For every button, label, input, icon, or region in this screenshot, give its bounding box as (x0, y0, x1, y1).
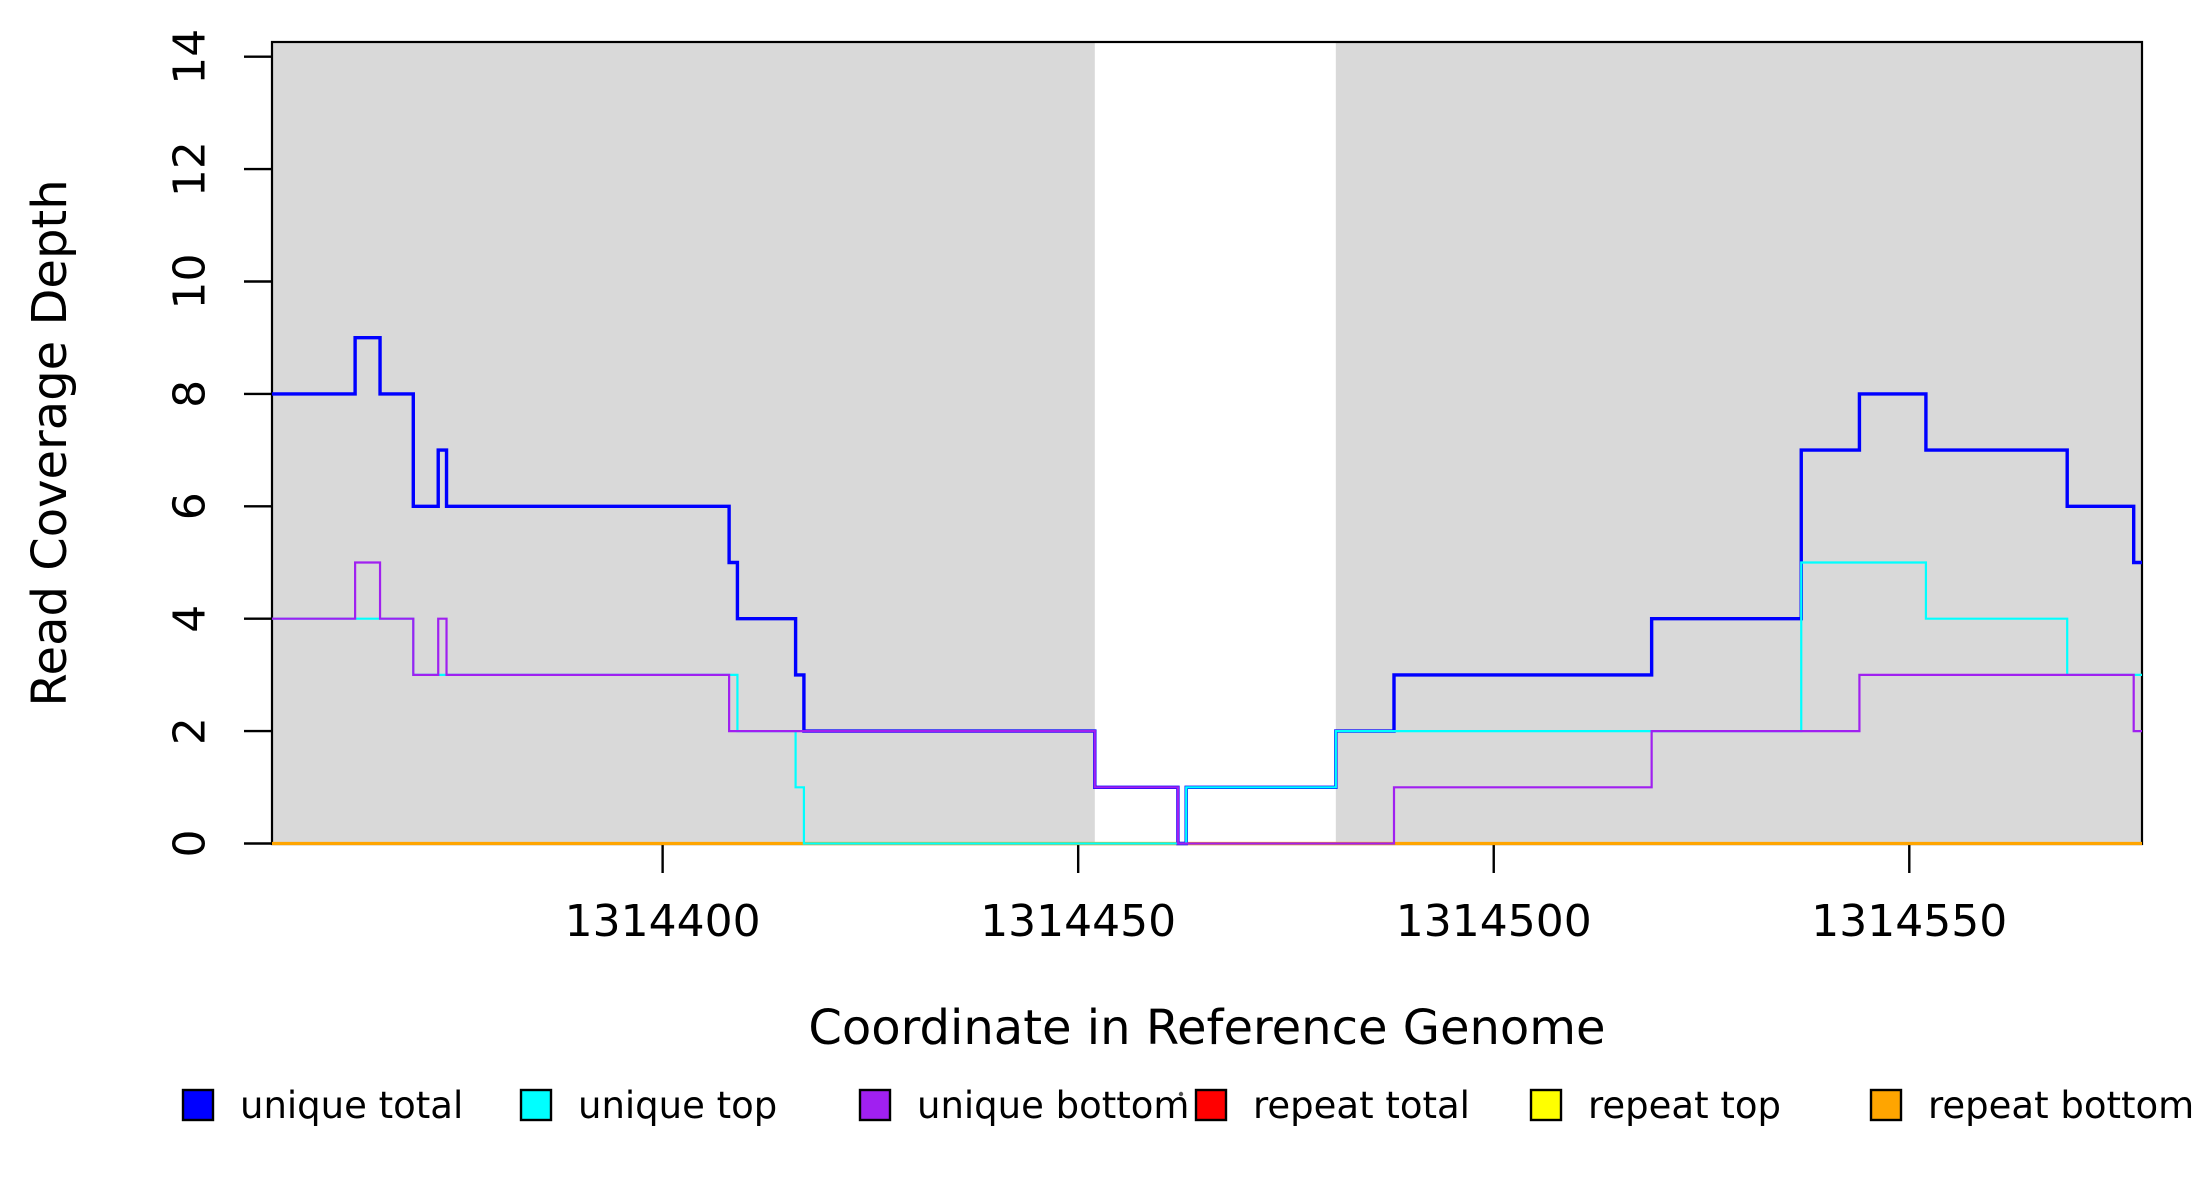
legend-label-unique-top: unique top (578, 1084, 777, 1127)
y-tick-label: 8 (165, 380, 216, 408)
y-tick-label: 12 (165, 141, 216, 197)
legend-swatch-unique-bottom (858, 1088, 892, 1122)
y-tick-label: 14 (165, 29, 216, 85)
legend-swatch-repeat-bottom (1869, 1088, 1903, 1122)
legend-swatch-repeat-top (1529, 1088, 1563, 1122)
series-unique-bottom (272, 561, 2142, 845)
y-tick-label: 2 (165, 717, 216, 745)
coverage-series (272, 336, 2142, 846)
x-tick-label: 1314550 (1811, 896, 2007, 947)
x-tick-label: 1314400 (565, 896, 761, 947)
legend-item-repeat-total: repeat total (1194, 1084, 1470, 1127)
shaded-region-0 (272, 42, 1095, 844)
y-tick-label: 0 (165, 830, 216, 858)
legend-label-repeat-total: repeat total (1253, 1084, 1470, 1127)
shaded-regions (272, 42, 2142, 844)
shaded-region-1 (1335, 42, 2142, 844)
legend: unique total unique top unique bottom repea… (181, 1084, 2194, 1127)
legend-label-repeat-top: repeat top (1588, 1084, 1781, 1127)
legend-item-repeat-bottom: repeat bottom (1869, 1084, 2194, 1127)
legend-label-unique-bottom: unique bottom (917, 1084, 1189, 1127)
x-tick-label: 1314500 (1396, 896, 1592, 947)
y-axis-title: Read Coverage Depth (22, 179, 78, 706)
series-unique-top (272, 561, 2142, 845)
legend-swatch-unique-top (519, 1088, 553, 1122)
stray-dot (1178, 1091, 1184, 1097)
legend-label-unique-total: unique total (240, 1084, 463, 1127)
legend-item-unique-bottom: unique bottom (858, 1084, 1189, 1127)
y-tick-label: 4 (165, 605, 216, 633)
legend-item-unique-top: unique top (519, 1084, 777, 1127)
legend-swatch-unique-total (181, 1088, 215, 1122)
x-tick-label: 1314450 (980, 896, 1176, 947)
legend-item-repeat-top: repeat top (1529, 1084, 1781, 1127)
legend-label-repeat-bottom: repeat bottom (1928, 1084, 2194, 1127)
x-axis-title: Coordinate in Reference Genome (808, 1000, 1605, 1056)
legend-swatch-repeat-total (1194, 1088, 1228, 1122)
legend-item-unique-total: unique total (181, 1084, 463, 1127)
y-tick-label: 6 (165, 492, 216, 520)
tick-labels: 0 2 4 6 8 10 12 14 1314400 1314450 1314500 1314550 (165, 29, 2008, 947)
y-tick-label: 10 (165, 254, 216, 310)
